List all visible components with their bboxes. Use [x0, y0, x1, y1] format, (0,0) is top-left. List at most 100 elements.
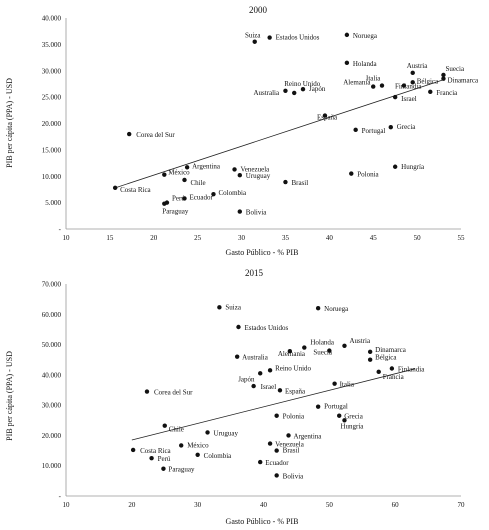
y-axis-label-2015: PIB per cápita (PPA) - USD	[5, 351, 14, 441]
point-australia	[234, 354, 240, 359]
y-tick-label: 60.000	[42, 311, 62, 319]
point-label-francia: Francia	[436, 89, 458, 97]
point-label-dinamarca: Dinamarca	[447, 77, 479, 85]
point-estados-unidos	[267, 35, 272, 40]
point-finlandia	[401, 83, 407, 88]
point-label-italia: Italia	[340, 381, 355, 389]
point-argentina	[286, 433, 291, 438]
point-label-espana: España	[285, 387, 306, 395]
point-dinamarca	[367, 349, 373, 355]
point-label-finlandia: Finlandia	[398, 365, 425, 373]
point-label-italia: Italia	[366, 75, 381, 83]
point-hungria	[342, 418, 347, 423]
point-bolivia	[237, 209, 242, 214]
point-label-alemania: Alemania	[343, 79, 371, 87]
point-label-suecia: Suecia	[313, 349, 333, 357]
point-label-costa-rica: Costa Rica	[140, 447, 171, 455]
x-tick-label: 10	[63, 501, 71, 509]
point-holanda	[302, 345, 307, 350]
point-chile	[162, 423, 167, 428]
point-label-japon: Japón	[238, 375, 255, 383]
chart-title-2000: 2000	[249, 5, 268, 15]
point-suiza	[217, 305, 222, 310]
point-label-venezuela: Venezuela	[241, 165, 271, 173]
point-label-polonia: Polonia	[357, 171, 379, 179]
x-axis-label-2015: Gasto Público - % PIB	[226, 517, 299, 526]
point-venezuela	[267, 441, 273, 446]
point-reino-unido	[267, 368, 273, 373]
point-francia	[428, 89, 433, 95]
point-suiza	[252, 39, 257, 44]
point-label-holanda: Holanda	[310, 339, 335, 347]
point-label-colombia: Colombia	[218, 189, 247, 197]
y-tick-label: 50.000	[42, 341, 62, 349]
point-noruega	[344, 32, 350, 38]
point-bolivia	[274, 473, 279, 478]
point-israel	[392, 94, 398, 100]
point-label-paraguay: Paraguay	[162, 208, 189, 216]
point-label-estados-unidos: Estados Unidos	[276, 34, 320, 42]
point-label-portugal: Portugal	[324, 403, 348, 411]
point-label-reino-unido: Reino Unido	[275, 364, 311, 372]
point-dinamarca	[441, 76, 446, 81]
point-espana	[322, 113, 328, 118]
point-estados-unidos	[236, 324, 241, 330]
point-belgica	[367, 357, 373, 362]
x-tick-label: 15	[106, 234, 114, 242]
y-tick-label: 30.000	[42, 402, 62, 410]
x-tick-label: 30	[238, 234, 246, 242]
point-label-argentina: Argentina	[294, 432, 323, 440]
point-japon	[258, 371, 263, 376]
point-label-bolivia: Bolivia	[283, 472, 305, 480]
point-costa-rica	[130, 447, 136, 453]
x-tick-label: 70	[458, 501, 466, 509]
point-colombia	[195, 452, 200, 458]
point-label-brasil: Brasil	[291, 179, 308, 187]
x-tick-label: 60	[392, 501, 400, 509]
chart-2000: 2000 Gasto Público - % PIB PIB per cápit…	[5, 5, 479, 257]
point-label-uruguay: Uruguay	[214, 429, 239, 437]
point-label-bolivia: Bolivia	[246, 209, 268, 217]
trend-line	[115, 79, 444, 189]
point-label-brasil: Brasil	[283, 447, 300, 455]
point-grecia	[388, 124, 393, 130]
point-label-uruguay: Uruguay	[246, 172, 271, 180]
point-austria	[342, 343, 347, 348]
point-uruguay	[205, 430, 210, 435]
trend-line	[131, 368, 416, 441]
point-polonia	[349, 171, 354, 176]
y-tick-label: 25.000	[42, 94, 62, 102]
point-label-reino-unido: Reino Unido	[284, 80, 320, 88]
y-tick-label: 20.000	[42, 120, 62, 128]
point-corea-del-sur	[127, 131, 132, 137]
y-tick-label: -	[59, 226, 62, 234]
point-suecia	[327, 348, 332, 353]
point-ecuador	[182, 196, 187, 201]
point-venezuela	[232, 167, 237, 172]
x-tick-label: 20	[128, 501, 136, 509]
x-tick-label: 35	[282, 234, 290, 242]
point-label-argentina: Argentina	[192, 162, 221, 170]
point-grecia	[337, 413, 342, 418]
x-tick-label: 40	[260, 501, 268, 509]
point-label-australia: Australia	[242, 354, 269, 362]
point-portugal	[315, 404, 321, 409]
point-label-espana: España	[317, 114, 338, 122]
point-colombia	[211, 191, 216, 197]
point-paraguay	[161, 466, 166, 471]
point-chile	[182, 177, 187, 183]
point-label-grecia: Grecia	[344, 413, 364, 421]
point-label-grecia: Grecia	[397, 123, 417, 131]
x-tick-label: 50	[326, 501, 334, 509]
point-alemania	[371, 84, 376, 89]
point-label-dinamarca: Dinamarca	[375, 346, 407, 354]
point-paraguay	[162, 201, 167, 206]
chart-2015: 2015 Gasto Público - % PIB PIB per cápit…	[5, 268, 465, 526]
point-label-suiza: Suiza	[245, 32, 261, 40]
point-label-francia: Francia	[383, 373, 405, 381]
y-tick-label: 30.000	[42, 67, 62, 75]
point-portugal	[353, 127, 358, 133]
point-reino-unido	[292, 90, 297, 96]
point-corea-del-sur	[144, 389, 150, 394]
point-label-estados-unidos: Estados Unidos	[244, 324, 288, 332]
